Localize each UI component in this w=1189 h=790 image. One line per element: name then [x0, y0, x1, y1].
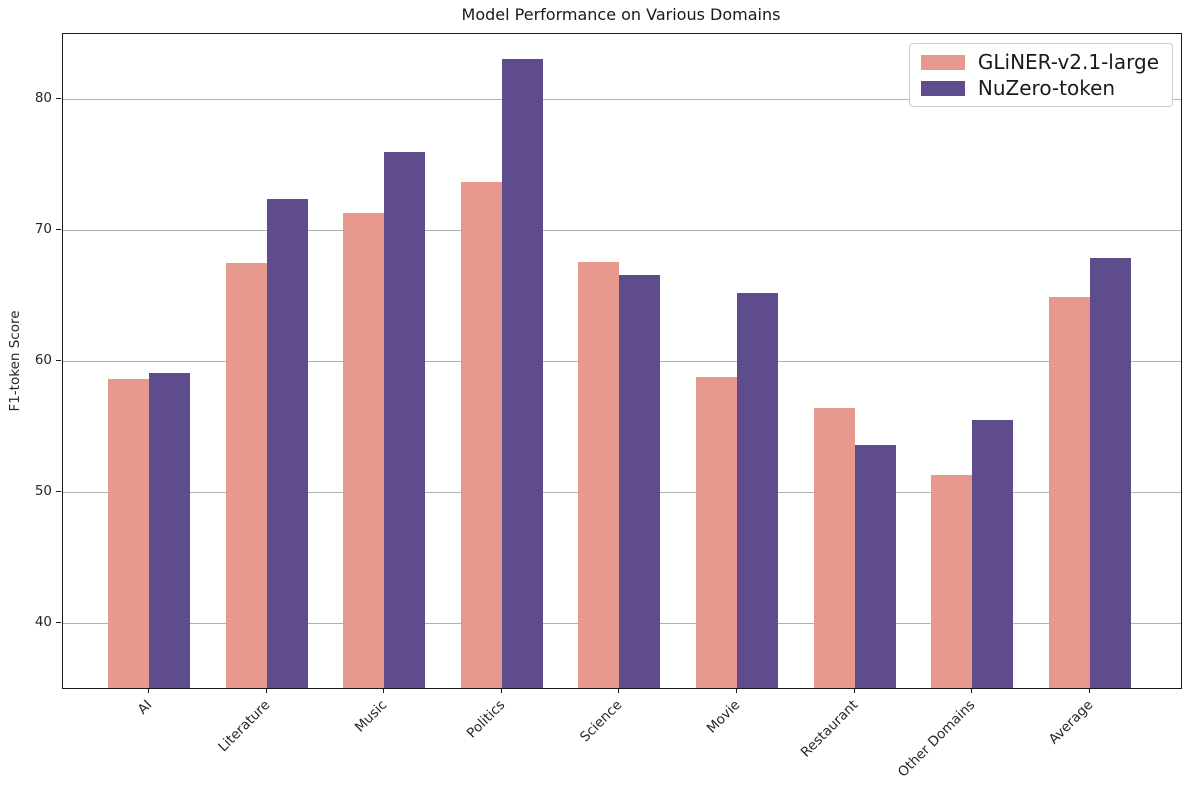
bar: [343, 213, 385, 688]
y-tick: [56, 490, 61, 492]
x-tick-label: Literature: [214, 697, 273, 756]
bar: [149, 372, 190, 688]
x-tick-label: Other Domains: [895, 697, 979, 781]
y-tick-label: 70: [34, 221, 52, 238]
bar: [619, 274, 661, 688]
legend-entry: NuZero-token: [920, 76, 1159, 100]
bar: [813, 408, 855, 688]
bar: [266, 198, 308, 688]
legend-label-gliner: GLiNER-v2.1-large: [977, 50, 1159, 74]
y-tick: [56, 229, 61, 231]
y-tick-label: 80: [34, 90, 52, 107]
y-tick-label: 40: [34, 613, 52, 630]
gridline: [63, 230, 1181, 232]
bar: [384, 151, 426, 688]
plot-area: [62, 33, 1182, 689]
x-tick: [148, 688, 149, 693]
x-tick: [383, 688, 385, 693]
x-tick: [736, 688, 737, 693]
bar: [854, 444, 896, 688]
legend-swatch-gliner: [920, 54, 965, 70]
bar: [460, 181, 502, 688]
y-tick: [56, 98, 61, 100]
bar: [1089, 257, 1131, 688]
x-tick: [265, 688, 267, 693]
bar: [972, 419, 1014, 688]
x-tick: [1088, 688, 1090, 693]
bar: [225, 262, 267, 688]
y-tick: [56, 621, 61, 623]
bar: [578, 261, 620, 688]
x-tick-label: Politics: [463, 697, 509, 742]
bar: [108, 379, 149, 688]
x-tick-label: Music: [352, 697, 391, 736]
gridline: [63, 99, 1181, 101]
x-tick-label: AI: [134, 697, 156, 718]
legend-swatch-nuzero: [920, 80, 965, 96]
x-tick-label: Science: [577, 697, 626, 746]
x-tick: [618, 688, 620, 693]
x-tick: [853, 688, 855, 693]
x-tick-label: Average: [1045, 697, 1097, 748]
x-tick: [500, 688, 502, 693]
bar: [696, 376, 737, 688]
y-tick: [56, 360, 61, 361]
x-tick: [971, 688, 973, 693]
legend-label-nuzero: NuZero-token: [977, 76, 1116, 100]
bar: [1048, 296, 1090, 688]
legend: GLiNER-v2.1-large NuZero-token: [908, 43, 1173, 107]
x-tick-label: Restaurant: [797, 697, 861, 761]
legend-entry: GLiNER-v2.1-large: [920, 50, 1159, 74]
y-tick-label: 60: [34, 352, 52, 368]
chart-title: Model Performance on Various Domains: [461, 5, 781, 24]
bar: [737, 292, 778, 688]
bar: [931, 474, 973, 688]
bar: [501, 58, 543, 688]
x-tick-label: Movie: [703, 697, 744, 737]
y-tick-label: 50: [34, 482, 52, 499]
